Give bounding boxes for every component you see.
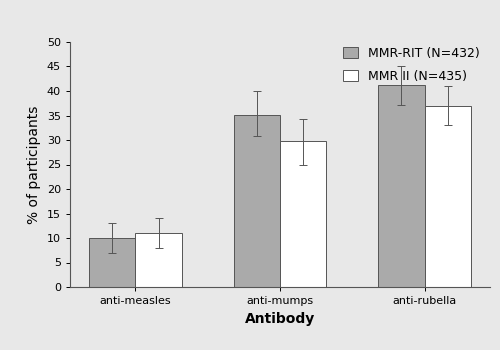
Legend: MMR-RIT (N=432), MMR II (N=435): MMR-RIT (N=432), MMR II (N=435) [340,43,484,87]
Bar [424,106,471,287]
Bar [378,85,424,287]
Bar [234,114,280,287]
Bar [89,238,136,287]
Y-axis label: % of participants: % of participants [28,105,42,224]
Bar [136,233,182,287]
X-axis label: Antibody: Antibody [245,312,315,326]
Bar [280,141,326,287]
